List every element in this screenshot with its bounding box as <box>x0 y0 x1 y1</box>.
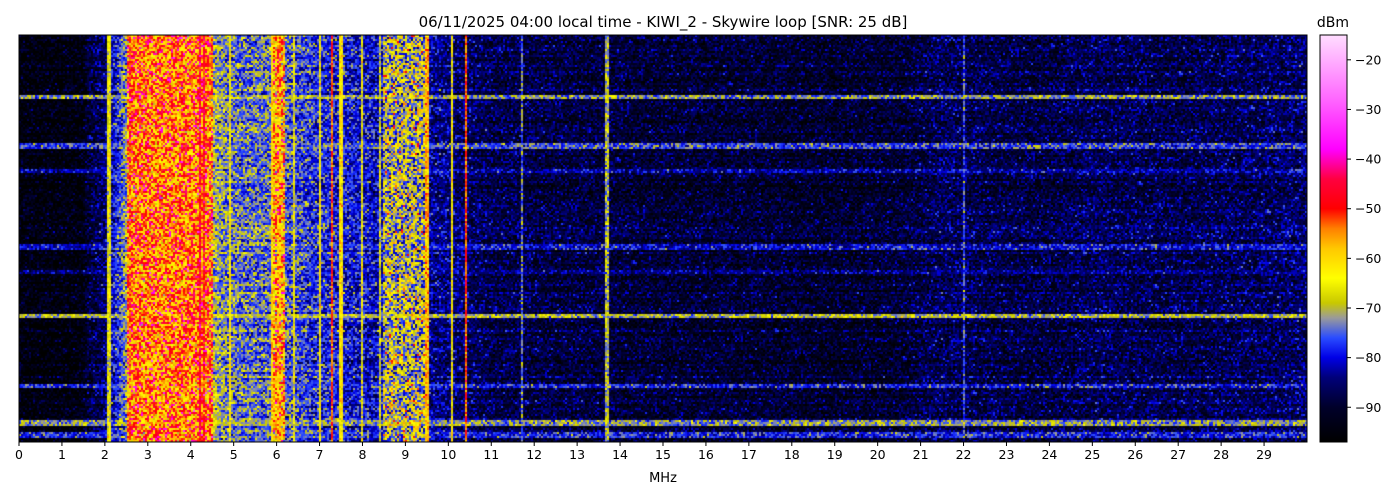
x-tick-label: 29 <box>1256 447 1272 462</box>
x-tick-label: 18 <box>784 447 800 462</box>
x-tick-label: 26 <box>1127 447 1143 462</box>
colorbar-tick-label: −90 <box>1355 400 1381 415</box>
x-tick-label: 17 <box>741 447 757 462</box>
colorbar <box>1319 34 1348 443</box>
x-tick-label: 7 <box>316 447 324 462</box>
x-tick-label: 4 <box>187 447 195 462</box>
x-tick-label: 10 <box>440 447 456 462</box>
x-tick-label: 0 <box>15 447 23 462</box>
x-tick-label: 15 <box>655 447 671 462</box>
x-tick-label: 21 <box>913 447 929 462</box>
x-tick-label: 19 <box>827 447 843 462</box>
x-tick-label: 11 <box>483 447 499 462</box>
x-tick-label: 16 <box>698 447 714 462</box>
x-tick-label: 13 <box>569 447 585 462</box>
x-tick-label: 6 <box>273 447 281 462</box>
x-tick-label: 20 <box>870 447 886 462</box>
x-tick-label: 28 <box>1213 447 1229 462</box>
chart-title: 06/11/2025 04:00 local time - KIWI_2 - S… <box>419 13 908 32</box>
spectrogram-frame <box>19 35 1307 442</box>
x-axis-label: MHz <box>649 471 677 486</box>
x-tick-label: 24 <box>1041 447 1057 462</box>
x-tick-label: 23 <box>999 447 1015 462</box>
colorbar-tick-label: −50 <box>1355 201 1381 216</box>
x-tick-label: 27 <box>1170 447 1186 462</box>
x-axis: 0 1 2 3 4 5 6 7 8 9 10 11 12 13 14 15 16 17 18 19 20 21 22 23 24… <box>15 442 1272 462</box>
colorbar-tick-label: −70 <box>1355 300 1381 315</box>
x-tick-label: 12 <box>526 447 542 462</box>
x-tick-label: 25 <box>1084 447 1100 462</box>
waterfall-image <box>19 35 1307 442</box>
colorbar-tick-label: −20 <box>1355 52 1381 67</box>
x-tick-label: 22 <box>956 447 972 462</box>
x-tick-label: 2 <box>101 447 109 462</box>
colorbar-tick-label: −80 <box>1355 350 1381 365</box>
x-tick-label: 9 <box>401 447 409 462</box>
x-tick-label: 14 <box>612 447 628 462</box>
colorbar-tick-label: −60 <box>1355 251 1381 266</box>
colorbar-label: dBm <box>1317 15 1349 31</box>
colorbar-tick-label: −30 <box>1355 102 1381 117</box>
x-tick-label: 5 <box>230 447 238 462</box>
colorbar-axis: −20 −30 −40 −50 −60 −70 −80 −90 <box>1347 52 1381 415</box>
x-tick-label: 8 <box>358 447 366 462</box>
x-tick-label: 3 <box>144 447 152 462</box>
colorbar-tick-label: −40 <box>1355 152 1381 167</box>
x-tick-label: 1 <box>58 447 66 462</box>
